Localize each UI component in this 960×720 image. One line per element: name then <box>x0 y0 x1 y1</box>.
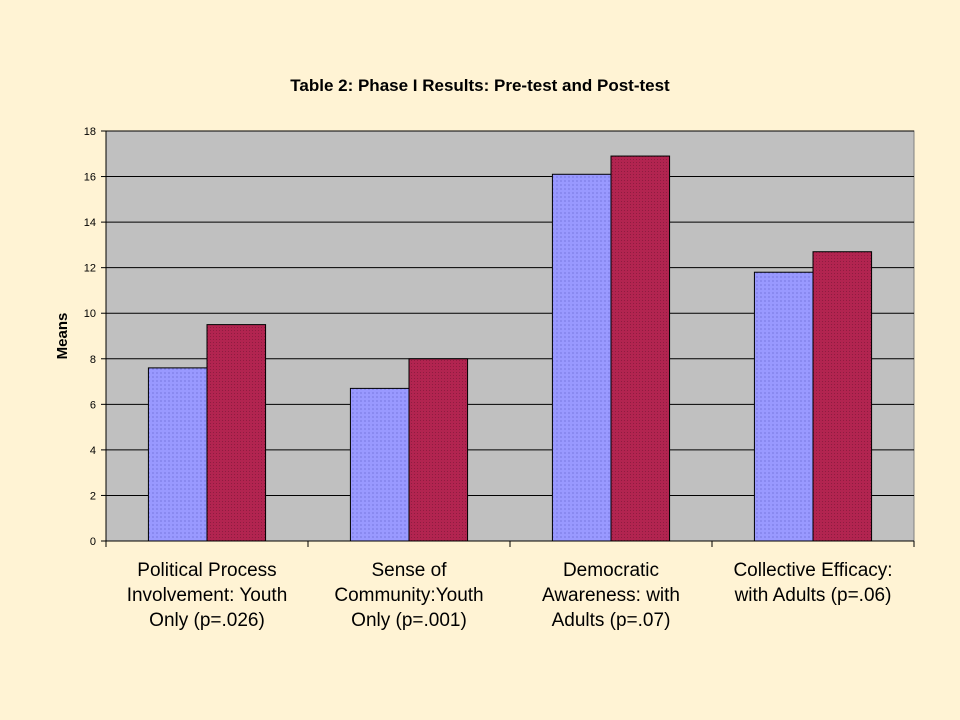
y-tick-label: 4 <box>90 445 96 457</box>
y-tick-label: 14 <box>84 217 96 229</box>
y-tick-label: 0 <box>90 536 96 548</box>
bar-series-2-4 <box>812 251 873 542</box>
x-tick-label: Collective Efficacy: with Adults (p=.06) <box>733 560 892 606</box>
x-tick-label: Democratic Awareness: with Adults (p=.07) <box>542 560 680 631</box>
bar-series-1-4 <box>753 271 814 542</box>
x-tick-label-line: Only (p=.001) <box>351 610 467 631</box>
bar-series-1-3 <box>551 173 612 542</box>
x-tick-label-line: Adults (p=.07) <box>552 610 671 631</box>
bar-series-2-2 <box>408 358 469 542</box>
x-tick-label: Sense of Community:Youth Only (p=.001) <box>334 560 483 631</box>
x-tick-label-line: Only (p=.026) <box>149 610 265 631</box>
y-tick-label: 12 <box>84 263 96 275</box>
x-tick-label-line: Collective Efficacy: <box>733 560 892 581</box>
y-tick-label: 8 <box>90 354 96 366</box>
x-tick-label-line: Community:Youth <box>334 585 483 606</box>
bar-series-2-1 <box>206 324 267 542</box>
y-tick-label: 2 <box>90 490 96 502</box>
x-tick-label-line: Awareness: with <box>542 585 680 606</box>
y-tick-label: 6 <box>90 399 96 411</box>
bar-series-1-1 <box>147 367 208 542</box>
y-tick-label: 10 <box>84 308 96 320</box>
y-tick-label: 18 <box>84 126 96 138</box>
bar-series-1-2 <box>349 387 410 542</box>
x-tick-label-line: Democratic <box>563 560 659 581</box>
x-tick-label: Political Process Involvement: Youth Only … <box>127 560 288 631</box>
x-tick-label-line: Political Process <box>137 560 276 581</box>
x-tick-label-line: Sense of <box>372 560 448 581</box>
x-tick-label-line: Involvement: Youth <box>127 585 288 606</box>
chart-title: Table 2: Phase I Results: Pre-test and P… <box>290 76 670 95</box>
bar-series-2-3 <box>610 155 671 542</box>
plot-area: 0 2 4 6 8 10 12 14 16 18 Political Process Involvem… <box>84 126 915 631</box>
x-tick-label-line: with Adults (p=.06) <box>734 585 892 606</box>
y-tick-label: 16 <box>84 172 96 184</box>
y-axis-label: Means <box>54 313 71 360</box>
